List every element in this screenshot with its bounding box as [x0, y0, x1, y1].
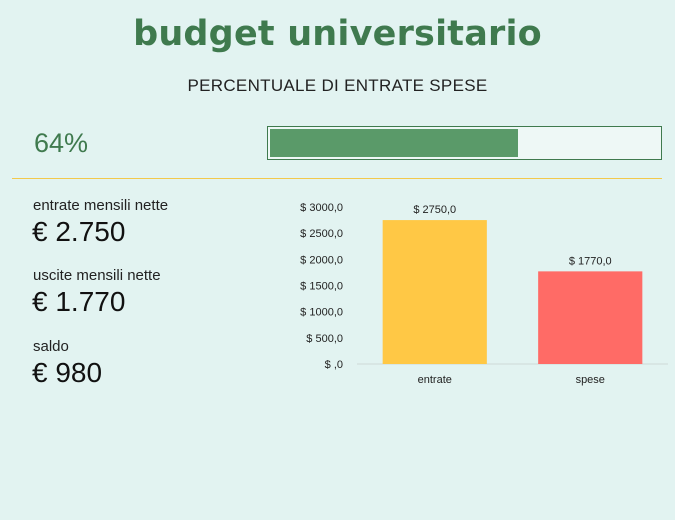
data-label: $ 1770,0 [569, 255, 612, 267]
bar-entrate [382, 220, 487, 364]
percentage-value: 64% [34, 128, 89, 158]
y-tick-label: $ 2500,0 [300, 228, 343, 240]
y-tick-label: $ 500,0 [306, 333, 343, 345]
data-label: $ 2750,0 [413, 204, 456, 216]
balance-value: € 980 [32, 357, 103, 388]
expense-label: uscite mensili nette [33, 267, 161, 284]
divider [12, 178, 662, 179]
y-tick-label: $ ,0 [325, 359, 343, 371]
x-tick-label: entrate [418, 374, 452, 386]
y-tick-label: $ 2000,0 [300, 254, 343, 266]
y-tick-label: $ 1500,0 [300, 281, 343, 293]
balance-label: saldo [33, 338, 69, 355]
income-value: € 2.750 [32, 216, 126, 247]
expense-value: € 1.770 [32, 286, 126, 317]
page-subtitle: PERCENTUALE DI ENTRATE SPESE [187, 76, 488, 95]
page-title: budget universitario [133, 14, 542, 54]
y-tick-label: $ 1000,0 [300, 307, 343, 319]
progress-bar-fill [270, 129, 519, 157]
progress-bar [267, 126, 662, 160]
bar-spese [538, 271, 643, 364]
bar-chart: $ ,0 $ 500,0 $ 1000,0 $ 1500,0 $ 2000,0 $ 250… [300, 202, 668, 386]
y-tick-label: $ 3000,0 [300, 202, 343, 214]
x-tick-label: spese [576, 374, 605, 386]
income-label: entrate mensili nette [33, 197, 169, 214]
